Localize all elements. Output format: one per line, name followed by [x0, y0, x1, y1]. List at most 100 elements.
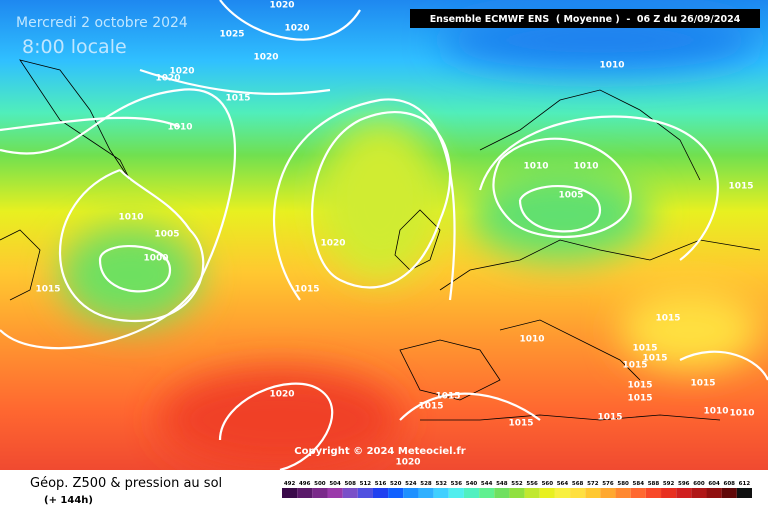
color-scale: 492 496 500 504 508 512 516 520 524 528 532 536 540 5…: [282, 481, 752, 498]
isobar-label: 1020: [395, 458, 420, 468]
isobar-label: 1015: [225, 94, 250, 104]
scale-swatch: [554, 488, 571, 498]
isobar-label: 1015: [627, 394, 652, 404]
scale-label: 584: [633, 481, 645, 487]
isobar-label: 1015: [627, 381, 652, 391]
scale-label: 612: [739, 481, 751, 487]
scale-label: 512: [360, 481, 372, 487]
isobar-label: 1020: [169, 67, 194, 77]
scale-label: 540: [466, 481, 478, 487]
time-title: 8:00 locale: [22, 36, 127, 58]
scale-swatch: [327, 488, 343, 498]
isobar-label: 1005: [558, 191, 583, 201]
scale-swatch: [600, 488, 616, 498]
isobar-label: 1015: [728, 182, 753, 192]
isobar-label: 1010: [523, 162, 548, 172]
scale-swatch: [676, 488, 692, 498]
isobar-label: 1005: [154, 230, 179, 240]
isobar-label: 1015: [418, 402, 443, 412]
scale-label: 536: [451, 481, 463, 487]
scale-swatch: [494, 488, 510, 498]
scale-label: 588: [648, 481, 660, 487]
scale-label: 508: [344, 481, 356, 487]
copyright: Copyright © 2024 Meteociel.fr: [294, 446, 465, 457]
scale-swatch: [418, 488, 434, 498]
scale-swatch: [509, 488, 525, 498]
isobar-label: 1010: [573, 162, 598, 172]
scale-label: 580: [617, 481, 629, 487]
scale-label: 556: [526, 481, 538, 487]
scale-label: 520: [390, 481, 402, 487]
scale-label: 560: [542, 481, 554, 487]
scale-swatch: [282, 488, 298, 498]
isobar-label: 1010: [118, 213, 143, 223]
scale-swatch: [403, 488, 419, 498]
scale-label: 548: [496, 481, 508, 487]
scale-swatch: [645, 488, 662, 498]
date-title: Mercredi 2 octobre 2024: [16, 15, 188, 31]
scale-swatch: [463, 488, 480, 498]
isobar-label: 1010: [519, 335, 544, 345]
scale-swatch: [372, 488, 389, 498]
scale-label: 600: [693, 481, 705, 487]
scale-label: 544: [481, 481, 493, 487]
header-box: [410, 9, 760, 28]
map-field: [0, 0, 768, 470]
scale-swatch: [433, 488, 449, 498]
coastlines: [0, 59, 761, 421]
isobar-label: 1015: [690, 379, 715, 389]
isobar-label: 1025: [219, 30, 244, 40]
scale-label: 500: [314, 481, 326, 487]
isobar-label: 1015: [632, 344, 657, 354]
isobars: [0, 0, 768, 470]
isobar-label: 1020: [320, 239, 345, 249]
scale-label: 576: [602, 481, 614, 487]
isobar-label: 1015: [642, 354, 667, 364]
isobar-label: 1000: [143, 254, 168, 264]
scale-swatch: [388, 488, 404, 498]
model-title: Ensemble ECMWF ENS ( Moyenne ) - 06 Z du…: [430, 14, 741, 25]
scale-swatch: [721, 488, 737, 498]
isobar-label: 1015: [597, 413, 622, 423]
scale-swatch: [342, 488, 358, 498]
scale-label: 568: [572, 481, 584, 487]
isobar-label: 1020: [269, 390, 294, 400]
scale-swatch: [297, 488, 313, 498]
footer-title: Géop. Z500 & pression au sol: [30, 476, 222, 491]
isobar-label: 1010: [599, 61, 624, 71]
isobar-label: 1015: [622, 361, 647, 371]
isobar-label: 1020: [269, 1, 294, 11]
scale-swatch: [357, 488, 373, 498]
scale-label: 604: [708, 481, 720, 487]
scale-label: 496: [299, 481, 311, 487]
isobar-label: 1010: [729, 409, 754, 419]
scale-swatch: [706, 488, 722, 498]
isobar-label: 1015: [294, 285, 319, 295]
isobar-labels: 1020102010251020102010201015101010101010…: [35, 1, 754, 468]
scale-swatch: [539, 488, 555, 498]
scale-swatch: [312, 488, 328, 498]
scale-label: 532: [435, 481, 447, 487]
scale-swatch: [630, 488, 646, 498]
isobar-label: 1020: [284, 24, 309, 34]
isobar-label: 1015: [508, 419, 533, 429]
scale-swatch: [524, 488, 540, 498]
isobar-label: 1010: [167, 123, 192, 133]
scale-label: 564: [557, 481, 569, 487]
scale-swatch: [479, 488, 495, 498]
scale-swatch: [585, 488, 601, 498]
scale-label: 492: [284, 481, 296, 487]
isobar-label: 1010: [703, 407, 728, 417]
isobar-label: 1020: [253, 53, 278, 63]
isobar-label: 1015: [655, 314, 680, 324]
scale-swatch: [691, 488, 707, 498]
scale-swatch: [661, 488, 677, 498]
isobar-label: 1020: [155, 74, 180, 84]
scale-label: 596: [678, 481, 690, 487]
scale-label: 552: [511, 481, 523, 487]
scale-swatch: [736, 488, 752, 498]
scale-label: 516: [375, 481, 387, 487]
isobar-label: 1015: [35, 285, 60, 295]
footer-subtitle: (+ 144h): [44, 495, 93, 506]
scale-label: 528: [420, 481, 432, 487]
